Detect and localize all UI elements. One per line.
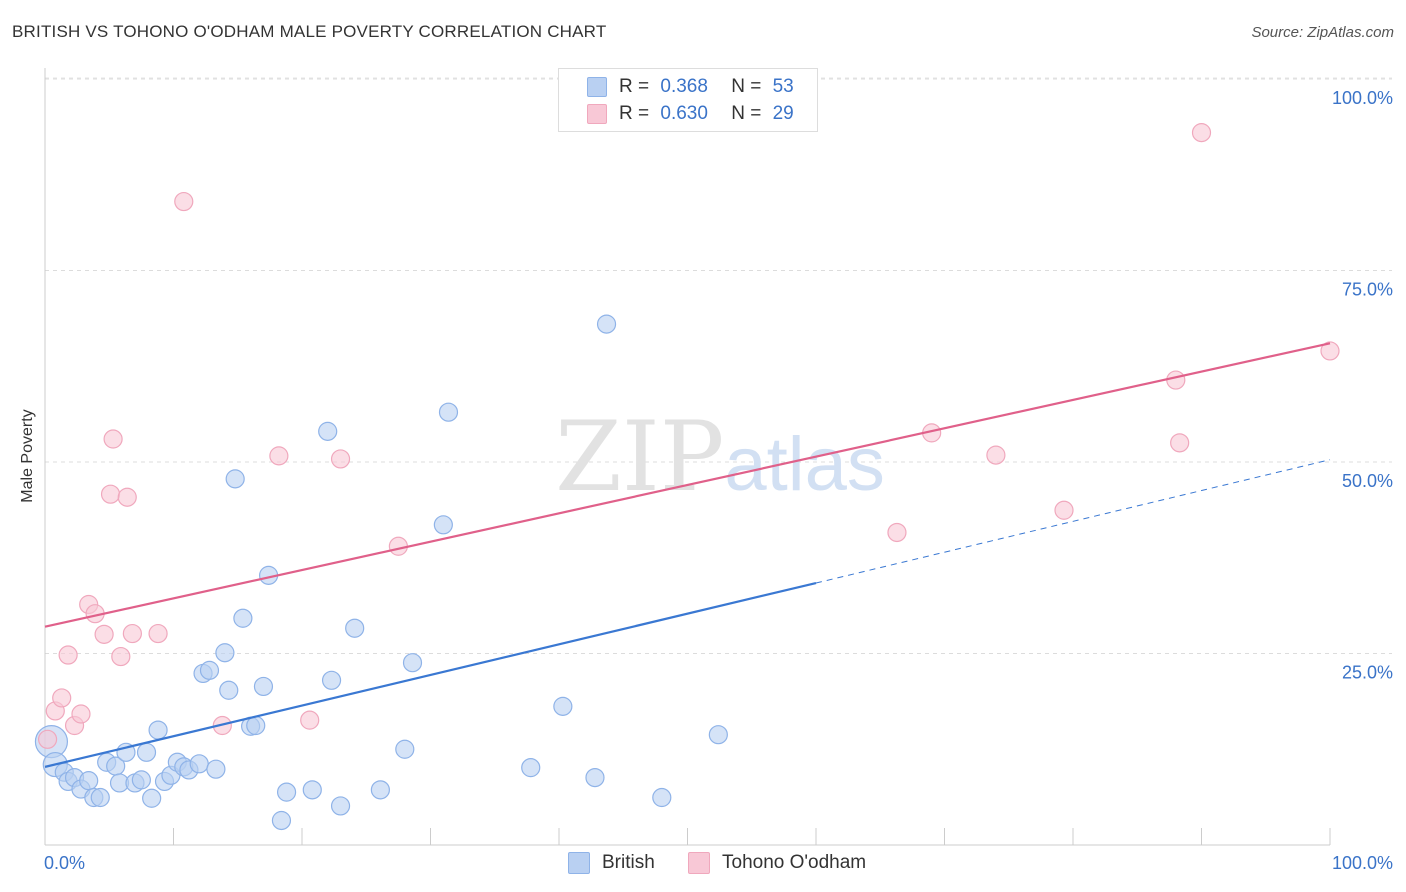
british-point <box>271 810 292 831</box>
legend-r-value-british: 0.368 <box>660 76 708 97</box>
british-point <box>233 608 253 628</box>
tohono-point <box>1191 123 1212 143</box>
tohono-point <box>300 710 320 730</box>
british-points <box>34 314 728 831</box>
british-point <box>142 788 162 808</box>
british-point <box>433 515 453 535</box>
legend-n-label: N = <box>731 76 762 97</box>
british-point <box>321 670 342 690</box>
british-point <box>131 770 151 790</box>
tohono-point <box>269 446 289 466</box>
tohono-point <box>111 646 131 667</box>
british-trend-line <box>44 581 817 768</box>
tohono-point <box>58 645 78 665</box>
tohono-point <box>37 729 58 749</box>
x-tick-label: 0.0% <box>44 853 85 873</box>
british-point <box>219 680 239 700</box>
tohono-point <box>117 487 137 507</box>
british-point <box>330 796 351 816</box>
british-point <box>585 767 605 788</box>
british-point <box>206 759 226 779</box>
british-point <box>225 469 245 489</box>
british-point <box>438 402 459 422</box>
british-point <box>370 780 390 800</box>
chart-title: BRITISH VS TOHONO O'ODHAM MALE POVERTY C… <box>12 22 607 41</box>
y-tick-label: 50.0% <box>1342 471 1393 491</box>
tohono-point <box>1166 370 1186 390</box>
tohono-legend-swatch <box>688 852 710 874</box>
tohono-swatch <box>587 104 607 124</box>
british-point <box>276 782 297 802</box>
british-point <box>402 653 423 673</box>
legend-r-label: R = <box>619 76 650 97</box>
tohono-point <box>174 191 194 212</box>
british-point <box>708 725 728 745</box>
watermark-zip: ZIP <box>555 401 724 513</box>
legend-label-british: British <box>602 852 655 873</box>
legend-item-british: British <box>568 852 655 874</box>
y-tick-label: 25.0% <box>1342 663 1393 683</box>
y-tick-label: 100.0% <box>1332 88 1393 108</box>
tohono-point <box>986 445 1006 465</box>
british-point <box>302 780 322 800</box>
british-point <box>521 758 541 778</box>
british-legend-swatch <box>568 852 590 874</box>
tohono-point <box>887 522 907 543</box>
british-swatch <box>587 77 607 97</box>
legend-n-value-tohono: 29 <box>772 103 794 124</box>
legend-r-value-tohono: 0.630 <box>660 103 708 124</box>
british-point <box>199 660 220 680</box>
tohono-point <box>330 449 351 469</box>
tohono-point <box>1054 500 1074 520</box>
british-point <box>189 754 209 774</box>
tohono-point <box>103 429 123 449</box>
british-point <box>596 314 617 334</box>
british-point <box>215 643 235 663</box>
british-point <box>553 696 573 716</box>
british-point <box>90 787 110 808</box>
watermark-atlas: atlas <box>724 422 885 507</box>
tohono-trend-line <box>44 342 1331 628</box>
legend-item-tohono: Tohono O'odham <box>688 852 866 874</box>
y-tick-label: 75.0% <box>1342 280 1393 300</box>
tohono-point <box>94 624 114 644</box>
tohono-point <box>71 704 91 724</box>
british-point <box>395 739 415 759</box>
legend-label-tohono: Tohono O'odham <box>722 852 867 873</box>
chart-source: Source: ZipAtlas.com <box>1251 24 1394 41</box>
british-point <box>148 720 168 740</box>
tohono-point <box>122 623 142 644</box>
tohono-point <box>1170 433 1190 453</box>
british-point <box>136 742 157 762</box>
legend-n-value-british: 53 <box>772 76 794 97</box>
british-point <box>79 771 99 791</box>
x-tick-label: 100.0% <box>1332 853 1393 873</box>
tohono-point <box>1320 341 1340 361</box>
legend-n-label: N = <box>731 103 762 124</box>
british-point <box>318 421 338 441</box>
british-trend-extension <box>815 459 1331 584</box>
tohono-point <box>52 688 72 708</box>
legend-r-label: R = <box>619 103 650 124</box>
british-point <box>652 787 672 808</box>
watermark: ZIPatlas <box>555 401 885 513</box>
british-point <box>345 618 365 638</box>
british-point <box>253 676 274 697</box>
tohono-point <box>100 484 121 504</box>
tohono-point <box>148 623 168 644</box>
legend-stats: R = 0.368 N = 53 R = 0.630 N = 29 <box>558 68 818 132</box>
